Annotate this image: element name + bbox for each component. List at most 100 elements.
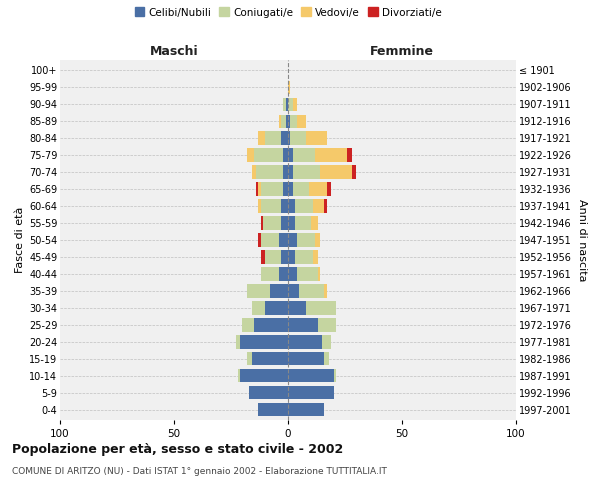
- Bar: [316, 234, 320, 246]
- Bar: [265, 250, 281, 264]
- Bar: [288, 80, 290, 94]
- Bar: [288, 318, 317, 332]
- Bar: [260, 250, 265, 264]
- Bar: [288, 114, 290, 128]
- Bar: [259, 182, 260, 196]
- Bar: [259, 132, 265, 144]
- Bar: [288, 386, 334, 400]
- Bar: [288, 403, 325, 416]
- Bar: [288, 336, 322, 348]
- Bar: [279, 268, 288, 280]
- Bar: [297, 114, 306, 128]
- Bar: [288, 268, 297, 280]
- Text: COMUNE DI ARITZO (NU) - Dati ISTAT 1° gennaio 2002 - Elaborazione TUTTITALIA.IT: COMUNE DI ARITZO (NU) - Dati ISTAT 1° ge…: [12, 468, 387, 476]
- Bar: [297, 234, 316, 246]
- Bar: [270, 284, 288, 298]
- Text: Maschi: Maschi: [149, 46, 199, 59]
- Bar: [281, 250, 288, 264]
- Bar: [288, 250, 295, 264]
- Bar: [265, 302, 288, 314]
- Bar: [281, 216, 288, 230]
- Bar: [293, 166, 320, 178]
- Bar: [279, 114, 281, 128]
- Bar: [260, 216, 263, 230]
- Bar: [254, 318, 288, 332]
- Text: Popolazione per età, sesso e stato civile - 2002: Popolazione per età, sesso e stato civil…: [12, 442, 343, 456]
- Bar: [240, 336, 288, 348]
- Bar: [260, 234, 279, 246]
- Bar: [242, 318, 254, 332]
- Bar: [288, 166, 293, 178]
- Bar: [334, 369, 336, 382]
- Bar: [320, 166, 352, 178]
- Bar: [311, 216, 317, 230]
- Bar: [249, 386, 288, 400]
- Bar: [352, 166, 356, 178]
- Bar: [260, 200, 281, 212]
- Y-axis label: Anni di nascita: Anni di nascita: [577, 198, 587, 281]
- Bar: [295, 200, 313, 212]
- Bar: [297, 268, 317, 280]
- Bar: [322, 336, 331, 348]
- Bar: [316, 148, 347, 162]
- Bar: [288, 369, 334, 382]
- Bar: [281, 114, 286, 128]
- Bar: [293, 182, 308, 196]
- Bar: [293, 98, 297, 111]
- Bar: [281, 200, 288, 212]
- Bar: [238, 369, 240, 382]
- Bar: [325, 284, 327, 298]
- Bar: [325, 352, 329, 366]
- Bar: [288, 98, 293, 111]
- Bar: [247, 148, 254, 162]
- Bar: [327, 182, 331, 196]
- Bar: [247, 352, 251, 366]
- Bar: [283, 148, 288, 162]
- Legend: Celibi/Nubili, Coniugati/e, Vedovi/e, Divorziati/e: Celibi/Nubili, Coniugati/e, Vedovi/e, Di…: [135, 8, 441, 18]
- Bar: [317, 268, 320, 280]
- Bar: [254, 148, 283, 162]
- Bar: [286, 114, 288, 128]
- Bar: [240, 369, 288, 382]
- Bar: [288, 182, 293, 196]
- Bar: [295, 216, 311, 230]
- Bar: [283, 182, 288, 196]
- Bar: [279, 234, 288, 246]
- Bar: [256, 166, 283, 178]
- Bar: [288, 352, 325, 366]
- Bar: [288, 200, 295, 212]
- Bar: [295, 250, 313, 264]
- Bar: [259, 403, 288, 416]
- Bar: [256, 182, 259, 196]
- Bar: [299, 284, 325, 298]
- Bar: [263, 216, 281, 230]
- Bar: [251, 166, 256, 178]
- Bar: [288, 284, 299, 298]
- Bar: [308, 182, 327, 196]
- Bar: [288, 302, 306, 314]
- Bar: [251, 352, 288, 366]
- Bar: [306, 302, 336, 314]
- Bar: [288, 132, 290, 144]
- Bar: [313, 200, 325, 212]
- Bar: [283, 98, 286, 111]
- Bar: [247, 284, 270, 298]
- Bar: [347, 148, 352, 162]
- Bar: [288, 216, 295, 230]
- Y-axis label: Fasce di età: Fasce di età: [14, 207, 25, 273]
- Bar: [288, 148, 293, 162]
- Bar: [260, 268, 279, 280]
- Bar: [290, 132, 306, 144]
- Bar: [290, 114, 297, 128]
- Bar: [306, 132, 327, 144]
- Bar: [317, 318, 336, 332]
- Bar: [265, 132, 281, 144]
- Bar: [259, 234, 260, 246]
- Bar: [236, 336, 240, 348]
- Bar: [281, 132, 288, 144]
- Bar: [260, 182, 283, 196]
- Bar: [286, 98, 288, 111]
- Bar: [283, 166, 288, 178]
- Text: Femmine: Femmine: [370, 46, 434, 59]
- Bar: [313, 250, 317, 264]
